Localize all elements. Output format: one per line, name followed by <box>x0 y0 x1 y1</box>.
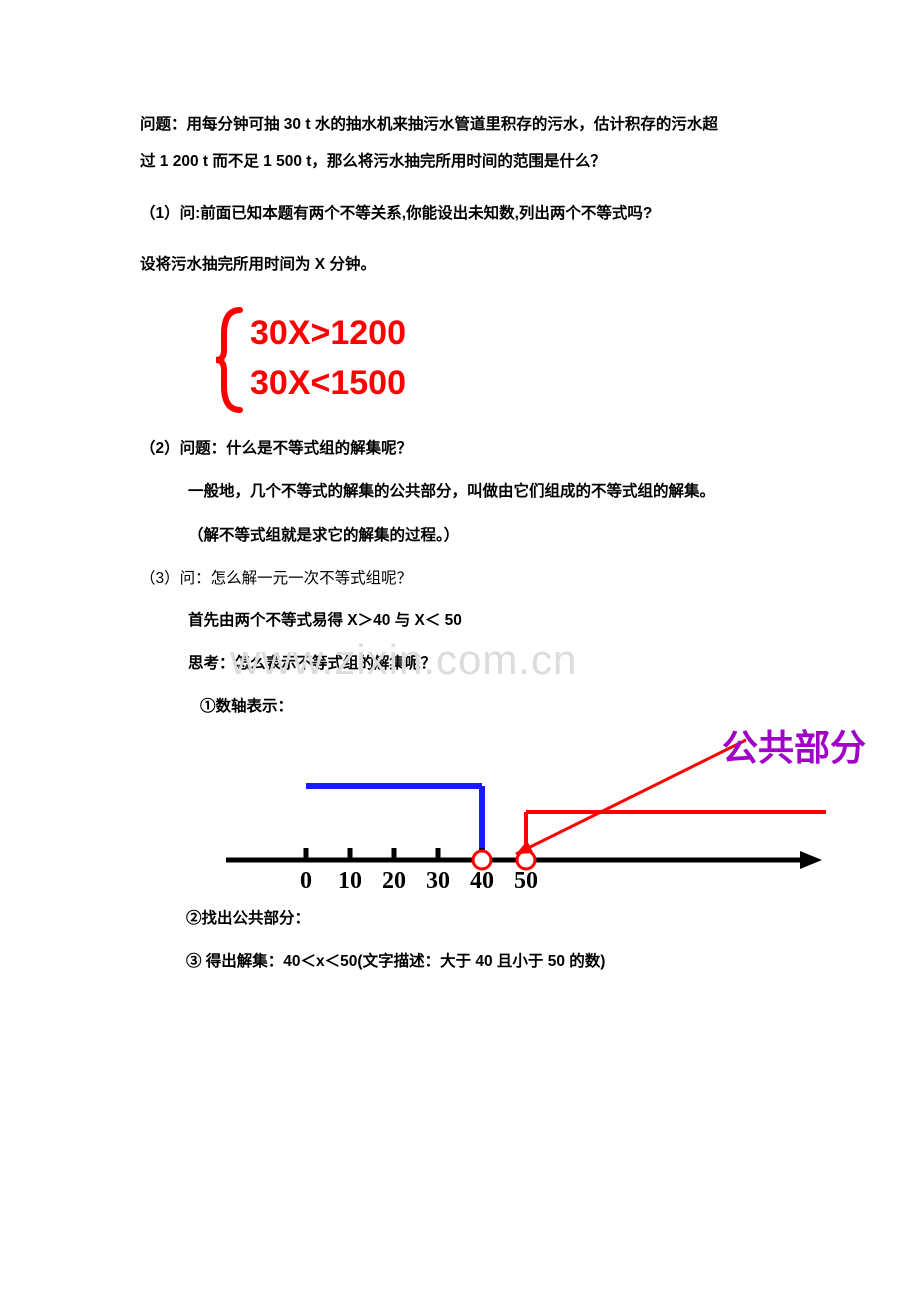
problem-line1: 问题：用每分钟可抽 30 t 水的抽水机来抽污水管道里积存的污水，估计积存的污水… <box>140 110 780 139</box>
system-eq2: 30X<1500 <box>250 358 406 408</box>
setup-text: 设将污水抽完所用时间为 X 分钟。 <box>140 250 780 279</box>
q2-ans2: （解不等式组就是求它的解集的过程。） <box>140 521 780 550</box>
q3: （3）问：怎么解一元一次不等式组呢？ <box>140 564 780 593</box>
q1: （1）问:前面已知本题有两个不等关系,你能设出未知数,列出两个不等式吗? <box>140 199 780 228</box>
svg-text:0: 0 <box>300 868 312 894</box>
q3-b: 思考：怎么表示不等式组的解集呢？ <box>140 649 780 678</box>
q2-title: （2）问题：什么是不等式组的解集呢？ <box>140 434 780 463</box>
brace-icon <box>210 306 250 414</box>
inequality-system: 30X>1200 30X<1500 <box>210 306 780 416</box>
svg-text:30: 30 <box>426 868 450 894</box>
common-part-label: 公共部分 <box>722 714 866 782</box>
svg-text:10: 10 <box>338 868 362 894</box>
svg-text:40: 40 <box>470 868 494 894</box>
q2-ans1: 一般地，几个不等式的解集的公共部分，叫做由它们组成的不等式组的解集。 <box>140 477 780 506</box>
problem-line2: 过 1 200 t 而不足 1 500 t，那么将污水抽完所用时间的范围是什么？ <box>140 147 780 176</box>
svg-text:20: 20 <box>382 868 406 894</box>
system-eq1: 30X>1200 <box>250 308 406 358</box>
numberline-diagram: 公共部分 01020304050 <box>186 730 826 910</box>
step1-label: ①数轴表示： <box>140 692 780 721</box>
q3-a: 首先由两个不等式易得 X＞40 与 X＜ 50 <box>140 606 780 635</box>
svg-text:50: 50 <box>514 868 538 894</box>
step3-label: ③ 得出解集：40＜x＜50(文字描述：大于 40 且小于 50 的数) <box>140 947 780 976</box>
